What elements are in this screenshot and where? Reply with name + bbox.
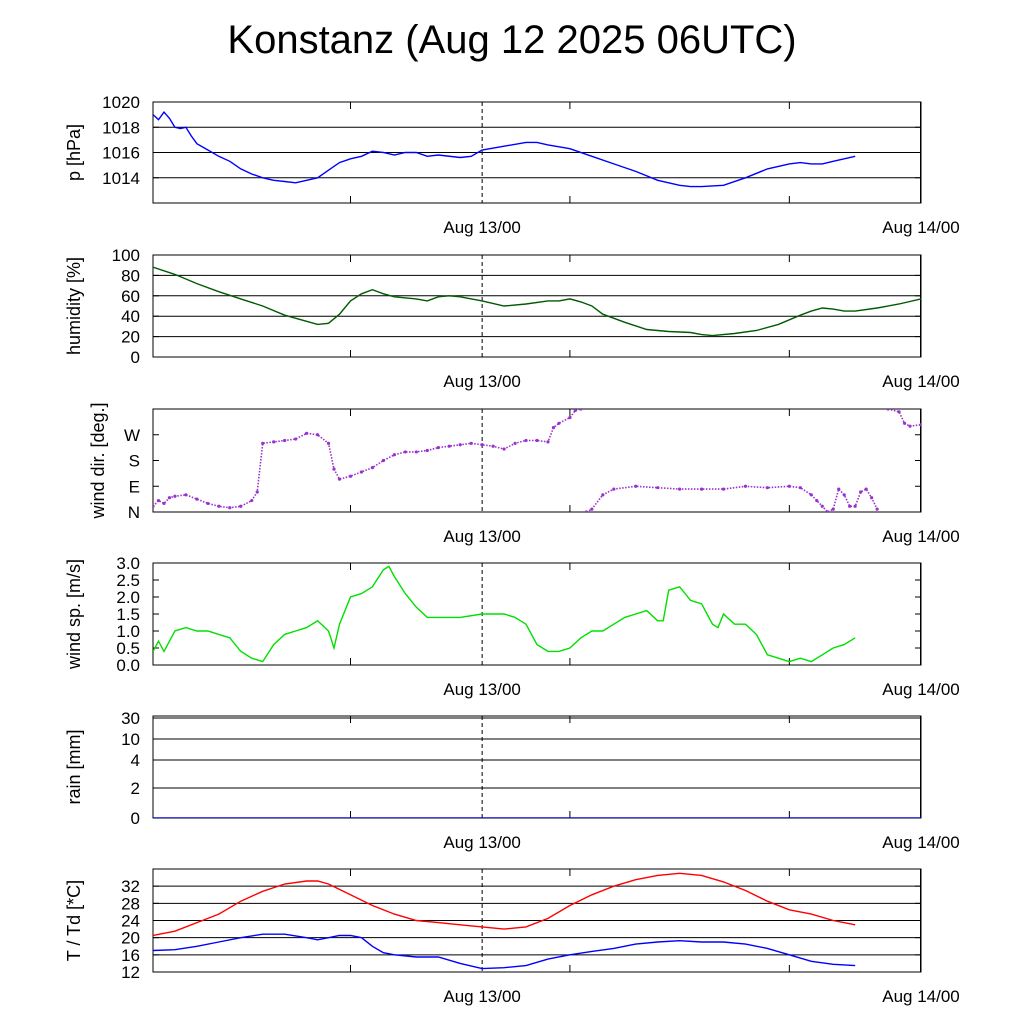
y-tick-label: 1020 — [102, 93, 140, 112]
y-tick-label: 0 — [131, 348, 140, 367]
panel-frame — [152, 408, 922, 513]
panel-wind_speed: 0.00.51.01.52.02.53.0 Aug 13/00 Aug 14/00 w… — [64, 554, 960, 699]
chart-title: Konstanz (Aug 12 2025 06UTC) — [227, 18, 797, 62]
y-tick-label: 20 — [121, 929, 140, 948]
x-tick-label: Aug 14/00 — [882, 680, 960, 699]
x-tick-label: Aug 14/00 — [882, 987, 960, 1006]
y-tick-label: 4 — [131, 751, 140, 770]
y-tick-label: 20 — [121, 328, 140, 347]
series-point — [875, 507, 879, 511]
y-tick-label: 3.0 — [116, 554, 140, 573]
y-tick-label: 80 — [121, 266, 140, 285]
series-line — [153, 110, 856, 188]
y-tick-label: W — [124, 426, 140, 445]
series-line — [153, 565, 856, 663]
panel-frame — [152, 562, 922, 666]
x-tick-label: Aug 13/00 — [443, 372, 521, 391]
y-tick-label: 28 — [121, 894, 140, 913]
y-tick-label: 60 — [121, 287, 140, 306]
y-tick-label: 2.5 — [116, 571, 140, 590]
panel-frame — [152, 715, 922, 819]
y-tick-label: 30 — [121, 709, 140, 728]
y-tick-label: 1016 — [102, 144, 140, 163]
x-tick-label: Aug 13/00 — [443, 680, 521, 699]
y-tick-label: 1.0 — [116, 622, 140, 641]
y-tick-label: 100 — [112, 246, 140, 265]
y-tick-label: 1018 — [102, 118, 140, 137]
y-axis-label: wind sp. [m/s] — [64, 559, 84, 670]
y-tick-label: N — [128, 503, 140, 522]
series-line — [153, 266, 921, 337]
y-tick-label: 16 — [121, 946, 140, 965]
y-tick-label: 0 — [131, 809, 140, 828]
y-tick-label: E — [129, 477, 140, 496]
panel-pressure: 1014 1016 1018 1020 Aug 13/00 Aug 14/00 p [hPa… — [64, 93, 960, 237]
y-axis-label: wind dir. [deg.] — [88, 402, 108, 519]
y-tick-label: 2.0 — [116, 588, 140, 607]
y-tick-label: 12 — [121, 963, 140, 982]
x-tick-label: Aug 14/00 — [882, 527, 960, 546]
y-axis-label: humidity [%] — [64, 257, 84, 355]
y-tick-label: 0.0 — [116, 656, 140, 675]
y-tick-label: 40 — [121, 307, 140, 326]
panel-frame — [152, 254, 922, 358]
x-tick-label: Aug 14/00 — [882, 372, 960, 391]
y-tick-label: 1014 — [102, 169, 140, 188]
series-line — [153, 409, 921, 512]
series-line — [153, 872, 856, 937]
y-tick-label: S — [129, 452, 140, 471]
x-tick-label: Aug 13/00 — [443, 527, 521, 546]
y-tick-label: 1.5 — [116, 605, 140, 624]
series-line — [153, 933, 856, 970]
y-tick-label: 0.5 — [116, 639, 140, 658]
y-tick-label: 10 — [121, 730, 140, 749]
panel-rain: 0 2 4 10 30 Aug 13/00 Aug 14/00 rain [mm] — [64, 709, 960, 852]
y-axis-label: p [hPa] — [64, 124, 84, 181]
y-tick-label: 24 — [121, 912, 140, 931]
x-tick-label: Aug 13/00 — [443, 833, 521, 852]
x-tick-label: Aug 14/00 — [882, 218, 960, 237]
y-axis-label: T / Td [*C] — [64, 880, 84, 961]
x-tick-label: Aug 13/00 — [443, 987, 521, 1006]
y-axis-label: rain [mm] — [64, 729, 84, 804]
y-tick-label: 32 — [121, 877, 140, 896]
x-tick-label: Aug 14/00 — [882, 833, 960, 852]
y-tick-label: 2 — [131, 779, 140, 798]
x-tick-label: Aug 13/00 — [443, 218, 521, 237]
series-point — [579, 409, 583, 411]
